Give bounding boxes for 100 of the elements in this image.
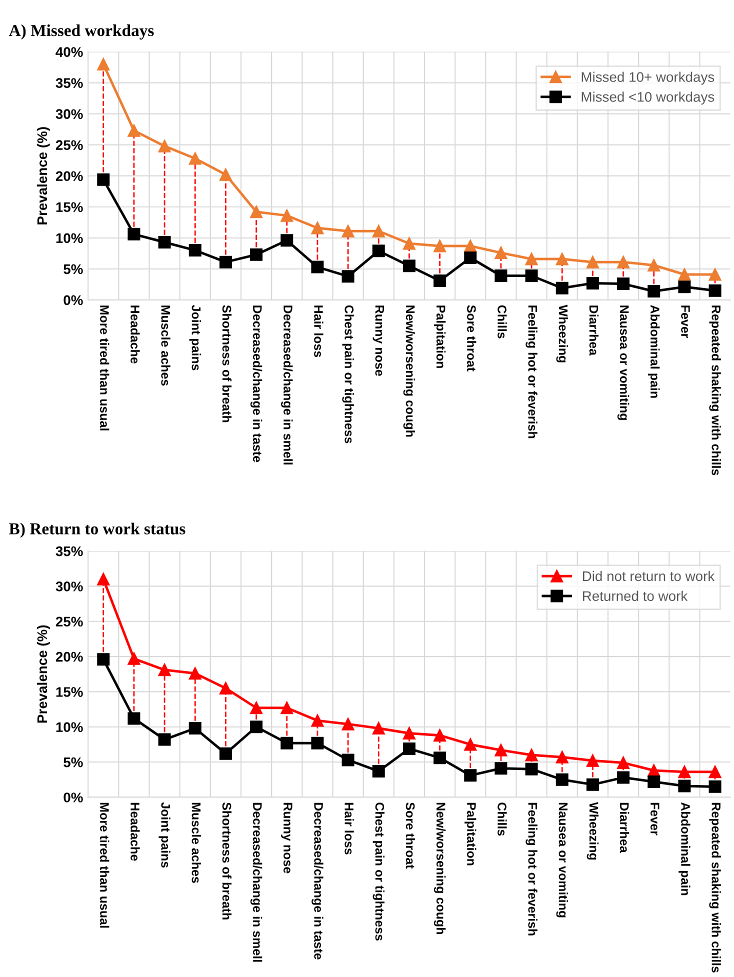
x-tick-label: Sore throat [467, 305, 476, 372]
point [97, 58, 110, 70]
y-tick-label: 5% [64, 757, 83, 768]
x-tick-label: Hair loss [314, 306, 324, 358]
x-tick-label: Headache [130, 802, 140, 861]
x-tick-label: Shortness of breath [222, 305, 232, 422]
point [97, 653, 110, 666]
y-axis-title: Prevalence (%) [36, 625, 50, 723]
x-tick-label: Chest pain or tightness [372, 802, 384, 940]
point [708, 780, 722, 793]
x-tick-label: Decreased/change in smell [281, 306, 293, 464]
point [494, 269, 508, 282]
x-tick-label: Chills [498, 802, 507, 836]
point [402, 237, 416, 250]
y-tick-label: 20% [56, 652, 83, 662]
point [372, 722, 385, 735]
point [556, 750, 568, 764]
point [464, 769, 477, 782]
point [556, 773, 568, 786]
point [188, 667, 202, 680]
y-tick-label: 10% [56, 233, 83, 244]
x-tick-label: Feeling hot or feverish [526, 306, 538, 438]
x-tick-label: Decreased/change in taste [250, 306, 262, 462]
point [158, 664, 171, 676]
x-tick-label: Decreased/change in smell [250, 802, 262, 962]
point [617, 278, 630, 290]
x-tick-label: Chills [498, 305, 507, 338]
y-tick-label: 10% [56, 722, 83, 732]
point [434, 240, 446, 252]
x-tick-label: Headache [130, 306, 140, 364]
x-tick-label: Decreased/change in taste [312, 802, 324, 960]
y-tick-label: 5% [64, 264, 83, 274]
point [311, 736, 324, 750]
point [464, 252, 477, 264]
x-tick-label: Hair loss [344, 802, 354, 854]
point [158, 733, 171, 746]
point [525, 762, 538, 776]
point [188, 152, 202, 165]
y-tick-label: 25% [56, 140, 83, 150]
y-tick-label: 0% [64, 295, 83, 306]
point [342, 224, 354, 238]
point [464, 240, 477, 252]
point [402, 742, 416, 755]
x-tick-label: Palpitation [434, 306, 446, 368]
x-tick-label: Joint pains [189, 304, 201, 370]
point [525, 748, 538, 762]
x-tick-label: Palpitation [464, 802, 476, 866]
y-tick-label: 40% [56, 47, 83, 57]
point [219, 168, 232, 181]
point [158, 236, 171, 248]
point [402, 726, 416, 740]
legend-label: Missed 10+ workdays [582, 72, 714, 85]
point [648, 285, 660, 298]
x-tick-label: Muscle aches [161, 306, 170, 386]
point [586, 256, 599, 268]
point [158, 140, 171, 152]
point [617, 756, 630, 770]
x-tick-label: Runny nose [372, 306, 384, 376]
x-tick-label: Wheezing [556, 304, 568, 362]
point [219, 256, 232, 268]
point [617, 771, 630, 784]
point [280, 702, 294, 714]
x-tick-label: More tired than usual [100, 306, 110, 430]
point [678, 280, 691, 294]
point [434, 752, 446, 764]
x-tick-label: New/worsening cough [403, 306, 416, 437]
point [617, 256, 630, 268]
y-tick-label: 15% [56, 202, 83, 212]
point [311, 222, 324, 234]
point [434, 274, 446, 287]
x-tick-label: Abdominal pain [678, 802, 690, 896]
point [648, 776, 660, 788]
x-tick-label: Abdominal pain [648, 305, 660, 398]
x-tick-label: Diarrhea [620, 802, 630, 853]
y-tick-label: 30% [56, 109, 83, 120]
point [280, 209, 294, 222]
x-tick-label: Muscle aches [192, 802, 201, 883]
y-tick-label: 15% [56, 687, 83, 697]
point [678, 780, 691, 792]
point [678, 766, 691, 778]
point [128, 228, 140, 240]
x-tick-label: Wheezing [586, 802, 599, 860]
x-tick-label: New/worsening cough [434, 802, 446, 934]
y-tick-label: 35% [56, 78, 83, 88]
point [556, 252, 568, 266]
point [219, 747, 232, 760]
x-tick-label: More tired than usual [100, 802, 110, 928]
y-axis-title: Prevalence (%) [36, 127, 50, 224]
point [311, 714, 324, 727]
point [648, 258, 660, 272]
point [586, 754, 599, 767]
chart-title: A) Missed workdays [8, 24, 154, 40]
point [250, 720, 263, 734]
point [494, 762, 508, 775]
x-tick-label: Chest pain or tightness [342, 305, 354, 444]
point [250, 206, 263, 218]
point [586, 276, 599, 290]
legend-label: Missed <10 workdays [582, 92, 714, 105]
y-tick-label: 20% [56, 171, 83, 182]
point [342, 718, 354, 730]
